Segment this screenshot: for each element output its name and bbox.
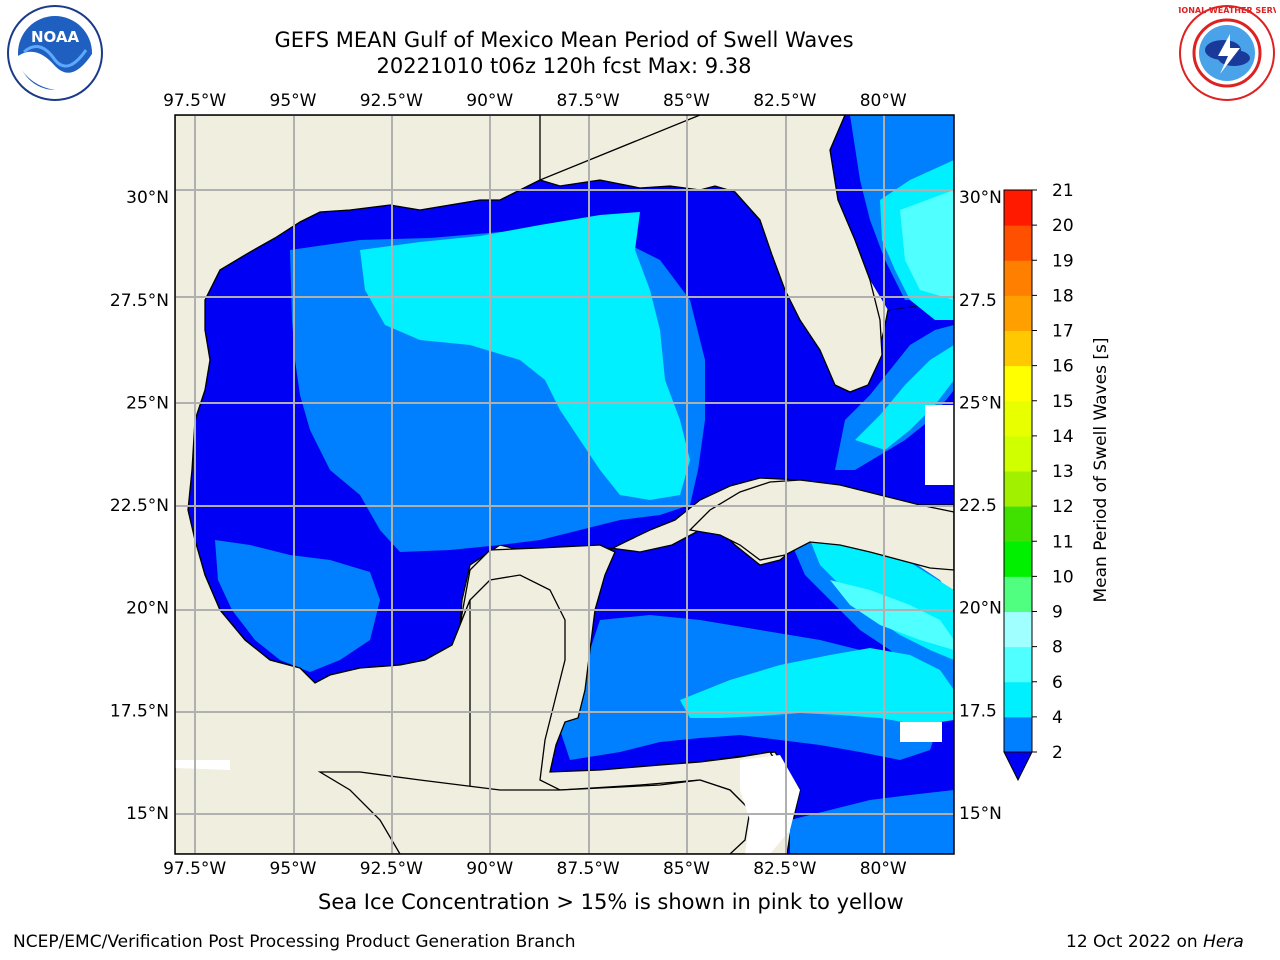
axis-labels: 97.5°W 97.5°W 95°W 95°W 92.5°W 92.5°W 90°W 90°W… <box>110 91 1002 879</box>
map-title: GEFS MEAN Gulf of Mexico Mean Period of … <box>274 28 854 52</box>
colorbar-tick-label: 20 <box>1052 216 1074 236</box>
colorbar-segment <box>1004 225 1032 261</box>
footer-credit: NCEP/EMC/Verification Post Processing Pr… <box>13 932 576 952</box>
colorbar-tick-label: 4 <box>1052 708 1063 728</box>
colorbar-segment <box>1004 646 1032 683</box>
lon-label-top: 87.5°W <box>557 91 620 111</box>
colorbar-segment <box>1004 716 1032 753</box>
colorbar-tick-label: 2 <box>1052 743 1063 763</box>
colorbar-segment <box>1004 435 1032 472</box>
lon-label-bottom: 97.5°W <box>163 859 226 879</box>
colorbar-segment <box>1004 190 1032 226</box>
nws-logo-text: NATIONAL WEATHER SERVICE <box>1178 6 1276 15</box>
lat-label-left: 17.5°N <box>110 701 169 721</box>
lon-label-bottom: 92.5°W <box>360 859 423 879</box>
colorbar-extend-triangle <box>1003 751 1033 782</box>
colorbar-segment <box>1004 541 1032 577</box>
colorbar-tick-label: 13 <box>1052 462 1074 482</box>
colorbar-tick-label: 14 <box>1052 427 1074 447</box>
cuba-land <box>688 479 954 571</box>
lon-label-top: 95°W <box>270 91 317 111</box>
colorbar-label: Mean Period of Swell Waves [s] <box>1091 338 1111 603</box>
colorbar-segment <box>1004 611 1032 648</box>
lon-label-bottom: 85°W <box>663 859 710 879</box>
colorbar-tick-label: 11 <box>1052 532 1074 552</box>
lon-label-top: 97.5°W <box>163 91 226 111</box>
colorbar-tick-label: 17 <box>1052 322 1074 342</box>
lon-label-bottom: 95°W <box>270 859 317 879</box>
colorbar: 2 4 6 8 9 10 11 12 13 14 15 16 17 18 19 20 21 <box>1003 181 1074 782</box>
lon-label-top: 80°W <box>860 91 907 111</box>
footer-date: 12 Oct 2022 on Hera <box>1066 932 1244 952</box>
lon-label-bottom: 90°W <box>466 859 513 879</box>
colorbar-segment <box>1004 576 1032 612</box>
map-area <box>175 115 954 854</box>
colorbar-tick-label: 12 <box>1052 497 1074 517</box>
colorbar-segment <box>1004 330 1032 367</box>
lat-label-right: 25°N <box>959 393 1002 413</box>
nws-logo: NATIONAL WEATHER SERVICE <box>1178 5 1276 101</box>
map-grid <box>175 115 954 854</box>
map-subtitle: 20221010 t06z 120h fcst Max: 9.38 <box>376 54 752 78</box>
colorbar-tick-label: 8 <box>1052 638 1063 658</box>
colorbar-segment <box>1004 295 1032 331</box>
noaa-logo: NOAA <box>7 5 103 101</box>
lat-label-left: 30°N <box>126 188 169 208</box>
lat-label-right: 15°N <box>959 804 1002 824</box>
lat-label-left: 22.5°N <box>110 496 169 516</box>
lon-label-top: 82.5°W <box>753 91 816 111</box>
lat-label-left: 15°N <box>126 804 169 824</box>
colorbar-segment <box>1004 260 1032 296</box>
colorbar-segment <box>1004 506 1032 542</box>
lat-label-right: 17.5 <box>959 701 997 721</box>
lon-label-bottom: 87.5°W <box>557 859 620 879</box>
lon-label-top: 85°W <box>663 91 710 111</box>
colorbar-tick-label: 10 <box>1052 567 1074 587</box>
colorbar-segment <box>1004 400 1032 437</box>
florida-land <box>538 115 883 393</box>
lon-label-bottom: 80°W <box>860 859 907 879</box>
colorbar-tick-label: 16 <box>1052 357 1074 377</box>
colorbar-segment <box>1004 681 1032 718</box>
lat-label-left: 27.5°N <box>110 291 169 311</box>
colorbar-tick-label: 6 <box>1052 673 1063 693</box>
lon-label-bottom: 82.5°W <box>753 859 816 879</box>
map-frame <box>174 114 955 855</box>
footer-host: Hera <box>1203 932 1244 952</box>
lon-label-top: 92.5°W <box>360 91 423 111</box>
colorbar-tick-label: 18 <box>1052 286 1074 306</box>
colorbar-tick-label: 21 <box>1052 181 1074 201</box>
colorbar-tick-label: 15 <box>1052 392 1074 412</box>
footer-date-text: 12 Oct 2022 on <box>1066 932 1204 952</box>
lat-label-left: 20°N <box>126 599 169 619</box>
lat-label-right: 30°N <box>959 188 1002 208</box>
colorbar-tick-label: 19 <box>1052 251 1074 271</box>
colorbar-segment <box>1004 365 1032 402</box>
lat-label-right: 27.5 <box>959 291 997 311</box>
lon-label-top: 90°W <box>466 91 513 111</box>
sea-ice-caption: Sea Ice Concentration > 15% is shown in … <box>318 890 904 914</box>
noaa-logo-text: NOAA <box>31 28 80 46</box>
colorbar-segment <box>1004 471 1032 507</box>
lat-label-right: 22.5 <box>959 496 997 516</box>
lat-label-right: 20°N <box>959 599 1002 619</box>
colorbar-tick-label: 9 <box>1052 603 1063 623</box>
lat-label-left: 25°N <box>126 393 169 413</box>
